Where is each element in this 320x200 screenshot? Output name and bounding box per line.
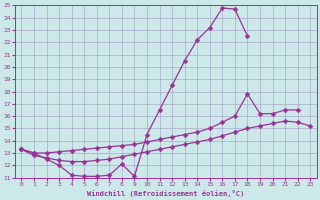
X-axis label: Windchill (Refroidissement éolien,°C): Windchill (Refroidissement éolien,°C) [87, 190, 244, 197]
